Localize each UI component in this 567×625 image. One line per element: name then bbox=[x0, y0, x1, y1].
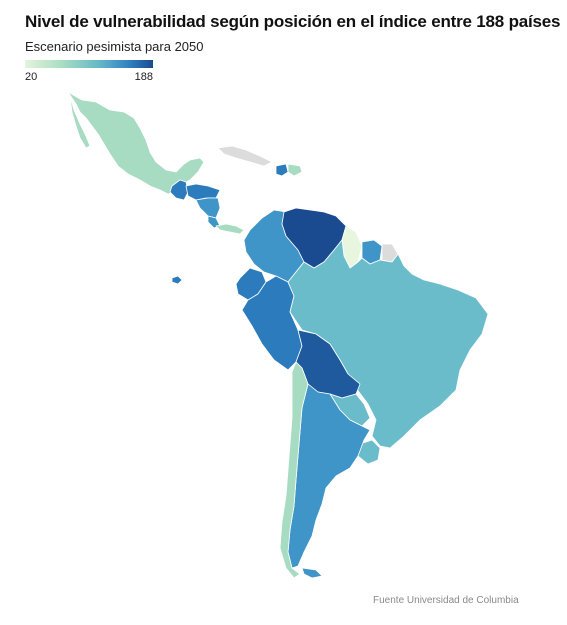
region-tierra-del-fuego[interactable] bbox=[301, 567, 323, 579]
chart-subtitle: Escenario pesimista para 2050 bbox=[25, 39, 204, 54]
region-panama[interactable] bbox=[215, 223, 245, 235]
region-cuba[interactable] bbox=[217, 145, 273, 167]
color-legend: 20 188 bbox=[25, 60, 153, 88]
chart-title: Nivel de vulnerabilidad según posición e… bbox=[25, 12, 561, 31]
legend-min-label: 20 bbox=[25, 71, 38, 83]
region-chile[interactable] bbox=[279, 361, 309, 579]
legend-gradient bbox=[25, 60, 153, 68]
legend-max-label: 188 bbox=[134, 71, 153, 83]
region-dominican-republic[interactable] bbox=[287, 163, 303, 177]
region-guatemala[interactable] bbox=[169, 179, 189, 201]
region-mexico[interactable] bbox=[67, 91, 205, 195]
source-credit: Fuente Universidad de Columbia bbox=[373, 595, 519, 606]
region-haiti[interactable] bbox=[275, 163, 289, 177]
region-galapagos[interactable] bbox=[171, 275, 183, 285]
region-nicaragua[interactable] bbox=[195, 197, 221, 219]
